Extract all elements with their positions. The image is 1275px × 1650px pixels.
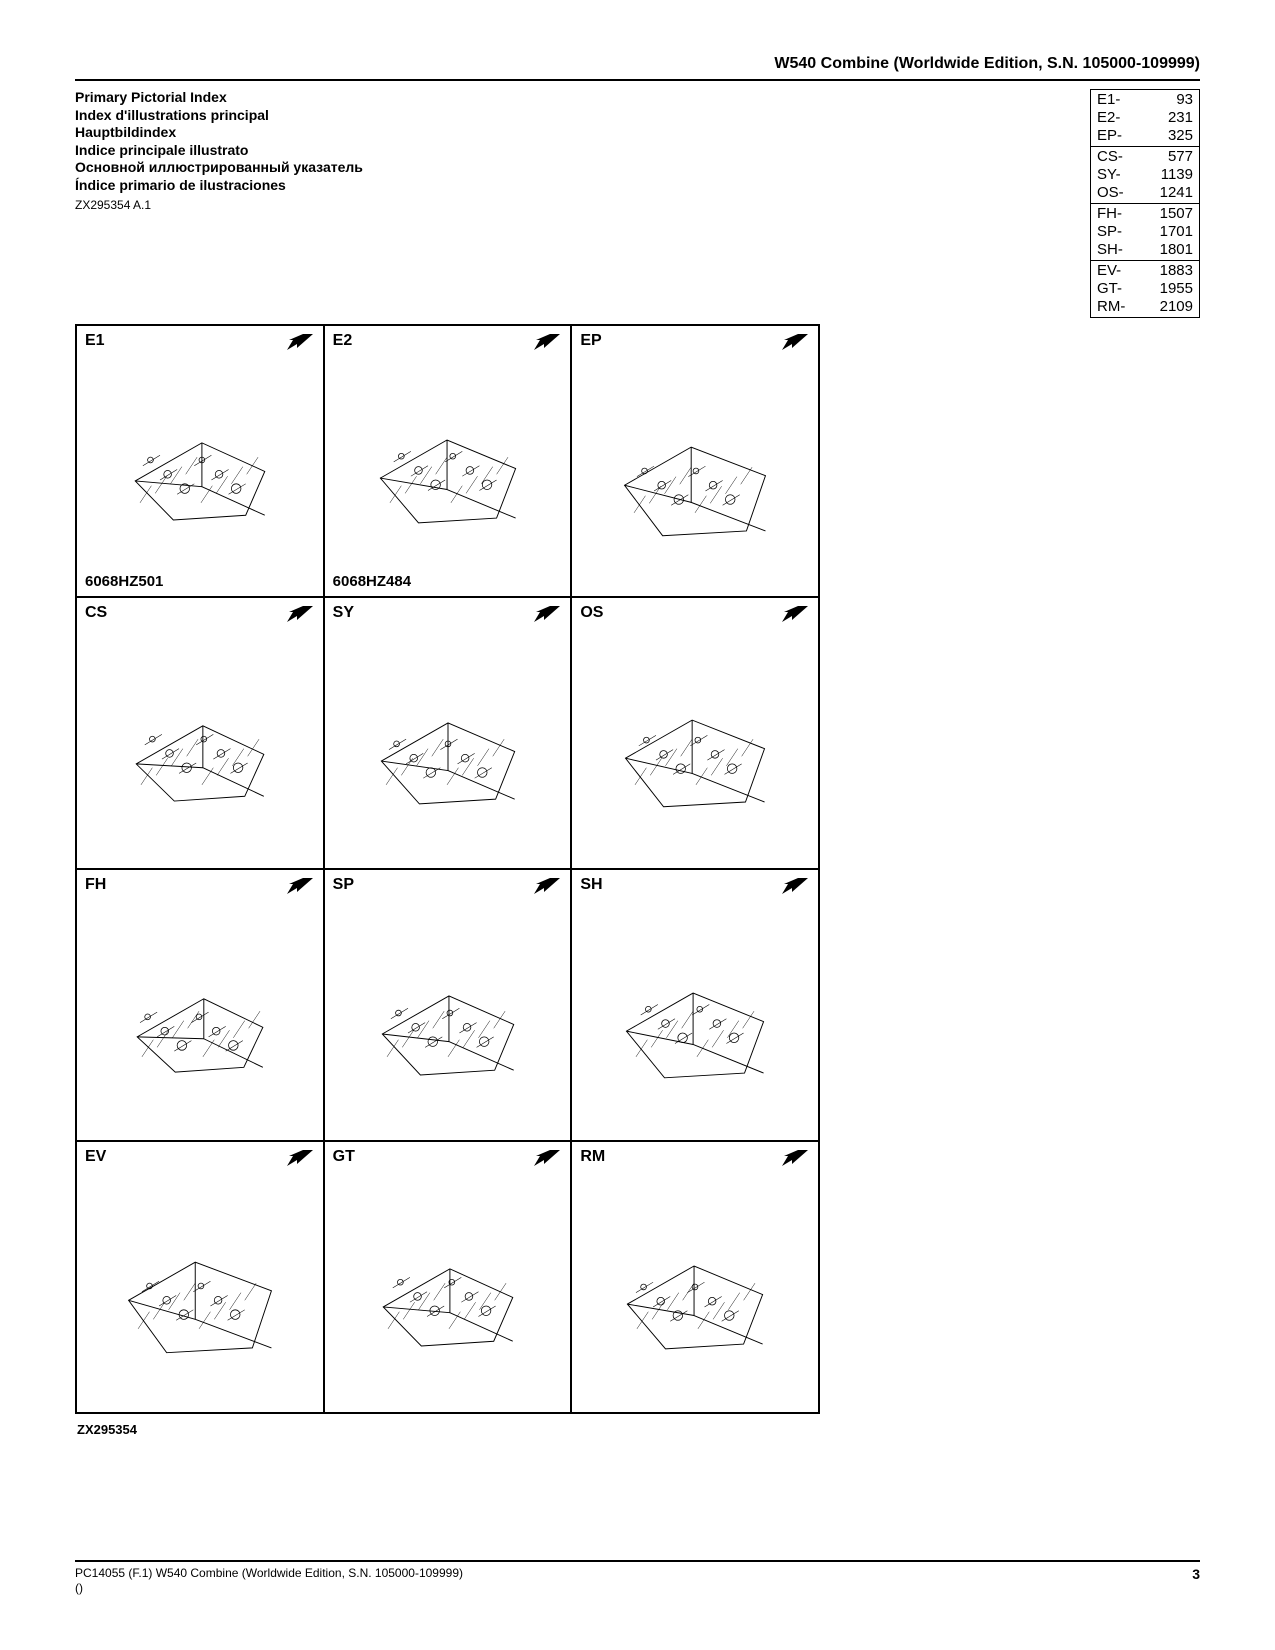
index-row: E2-231 [1097,109,1193,127]
pointer-arrow-icon [534,878,560,894]
index-row: FH-1507 [1097,205,1193,223]
part-illustration [85,894,315,1134]
cell-code: CS [85,604,315,622]
pictorial-grid: E1 6068HZ501 E2 6068HZ484 EP CS SY OS FH SP SH EV GT… [75,324,820,1414]
pictorial-cell-SH: SH [571,869,819,1141]
pictorial-cell-E1: E1 6068HZ501 [76,325,324,597]
pointer-arrow-icon [287,334,313,350]
index-row: SP-1701 [1097,223,1193,241]
pictorial-cell-CS: CS [76,597,324,869]
pictorial-cell-SP: SP [324,869,572,1141]
index-row: RM-2109 [1097,298,1193,316]
footer-text: PC14055 (F.1) W540 Combine (Worldwide Ed… [75,1566,463,1580]
pictorial-cell-SY: SY [324,597,572,869]
page-footer: PC14055 (F.1) W540 Combine (Worldwide Ed… [75,1560,1200,1595]
pictorial-cell-RM: RM [571,1141,819,1413]
index-row: EV-1883 [1097,262,1193,280]
cell-code: SP [333,876,563,894]
part-illustration [580,894,810,1134]
pointer-arrow-icon [782,1150,808,1166]
cell-code: FH [85,876,315,894]
part-illustration [580,1166,810,1406]
cell-code: EP [580,332,810,350]
title-fr: Index d'illustrations principal [75,107,1078,125]
part-illustration [333,1166,563,1406]
index-row: SH-1801 [1097,241,1193,259]
pointer-arrow-icon [534,606,560,622]
pictorial-cell-OS: OS [571,597,819,869]
index-row: OS-1241 [1097,184,1193,202]
pointer-arrow-icon [534,1150,560,1166]
part-illustration [333,622,563,862]
index-row: EP-325 [1097,127,1193,145]
title-en: Primary Pictorial Index [75,89,1078,107]
pointer-arrow-icon [287,606,313,622]
cell-code: SH [580,876,810,894]
ref-code-bottom: ZX295354 [75,1422,1200,1437]
index-row: GT-1955 [1097,280,1193,298]
cell-code: OS [580,604,810,622]
footer-sub: () [75,1581,463,1595]
pointer-arrow-icon [287,1150,313,1166]
cell-code: EV [85,1148,315,1166]
pictorial-cell-FH: FH [76,869,324,1141]
pictorial-cell-GT: GT [324,1141,572,1413]
cell-code: GT [333,1148,563,1166]
title-de: Hauptbildindex [75,124,1078,142]
index-row: CS-577 [1097,148,1193,166]
pictorial-cell-EV: EV [76,1141,324,1413]
part-illustration [580,622,810,862]
ref-code-top: ZX295354 A.1 [75,198,1078,213]
pictorial-cell-E2: E2 6068HZ484 [324,325,572,597]
page-number: 3 [1192,1566,1200,1595]
part-illustration [333,894,563,1134]
section-index-table: E1-93 E2-231 EP-325 CS-577 SY-1139 OS-12… [1090,89,1200,318]
part-illustration [85,350,315,569]
cell-code: RM [580,1148,810,1166]
part-illustration [333,350,563,569]
index-row: SY-1139 [1097,166,1193,184]
pictorial-cell-EP: EP [571,325,819,597]
title-ru: Основной иллюстрированный указатель [75,159,1078,177]
title-it: Indice principale illustrato [75,142,1078,160]
part-illustration [85,1166,315,1406]
document-title: W540 Combine (Worldwide Edition, S.N. 10… [75,55,1200,81]
part-illustration [580,350,810,590]
index-row: E1-93 [1097,91,1193,109]
pointer-arrow-icon [782,878,808,894]
pointer-arrow-icon [782,334,808,350]
cell-code: E1 [85,332,315,350]
cell-caption: 6068HZ484 [333,573,563,590]
cell-code: E2 [333,332,563,350]
part-illustration [85,622,315,862]
pointer-arrow-icon [782,606,808,622]
cell-caption: 6068HZ501 [85,573,315,590]
pointer-arrow-icon [534,334,560,350]
pointer-arrow-icon [287,878,313,894]
title-es: Índice primario de ilustraciones [75,177,1078,195]
cell-code: SY [333,604,563,622]
multilingual-titles: Primary Pictorial Index Index d'illustra… [75,89,1078,318]
